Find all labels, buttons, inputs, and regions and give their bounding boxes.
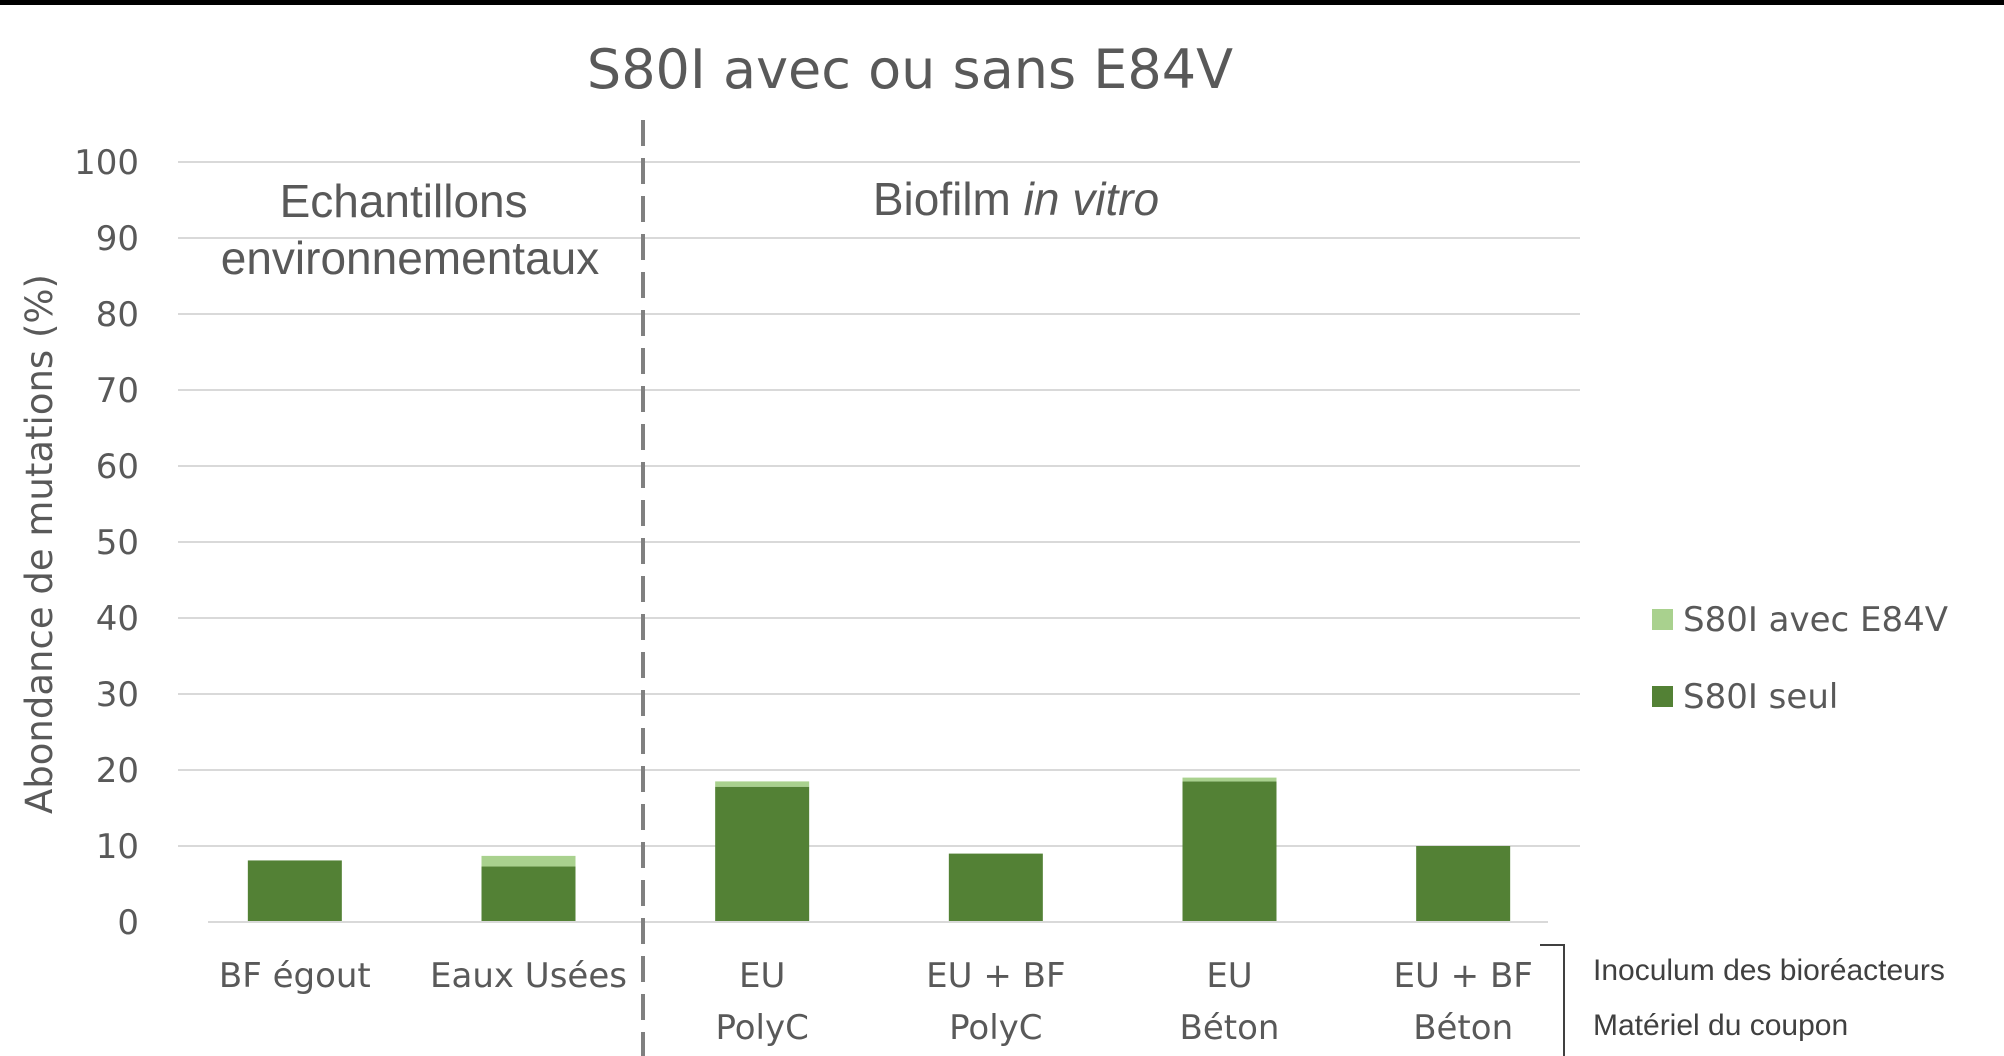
bar-segment — [1416, 846, 1511, 922]
x-tick-label: EU + BF — [926, 956, 1065, 996]
bar-segment — [247, 860, 342, 922]
x-tick-label: PolyC — [949, 1008, 1042, 1048]
group-label-italic: in vitro — [1024, 173, 1159, 225]
bar-segment — [715, 786, 810, 922]
group-label-biofilm: Biofilm in vitro — [873, 173, 1159, 225]
bar-segment — [715, 781, 810, 787]
group-label-text: Biofilm — [873, 173, 1024, 225]
bar-segment — [481, 855, 576, 867]
legend-swatch — [1652, 686, 1673, 707]
y-tick-label: 40 — [96, 599, 139, 639]
y-tick-label: 80 — [96, 295, 139, 335]
y-tick-label: 50 — [96, 523, 139, 563]
x-tick-label: PolyC — [715, 1008, 808, 1048]
x-tick-label: EU — [739, 956, 785, 996]
y-tick-label: 0 — [117, 903, 139, 943]
x-tick-label: Béton — [1413, 1008, 1513, 1048]
x-tick-label: Béton — [1180, 1008, 1280, 1048]
legend-label: S80I avec E84V — [1683, 600, 1948, 640]
y-tick-label: 100 — [74, 143, 139, 183]
x-tick-label: EU + BF — [1393, 956, 1532, 996]
chart-title: S80I avec ou sans E84V — [587, 38, 1233, 101]
bar-segment — [948, 853, 1043, 922]
bar-segment — [481, 866, 576, 922]
y-tick-label: 30 — [96, 675, 139, 715]
top-border — [0, 0, 2004, 5]
y-tick-label: 90 — [96, 219, 139, 259]
x-tick-label: Eaux Usées — [430, 956, 627, 996]
bar-segment — [1182, 777, 1277, 782]
legend-label: S80I seul — [1683, 677, 1838, 717]
x-tick-label: BF égout — [219, 956, 371, 996]
x-tick-labels: BF égout Eaux Usées EU PolyC EU + BF PolyC EU B… — [219, 956, 1533, 1048]
y-tick-label: 20 — [96, 751, 139, 791]
y-axis-label: Abondance de mutations (%) — [18, 274, 61, 814]
group-label-environmental: Echantillons environnementaux — [221, 175, 599, 284]
group-label-line: Echantillons — [280, 175, 528, 227]
legend: S80I avec E84V S80I seul — [1652, 600, 1948, 717]
y-tick-label: 10 — [96, 827, 139, 867]
x-tick-label: EU — [1206, 956, 1252, 996]
y-tick-labels: 0 10 20 30 40 50 60 70 80 90 100 — [74, 143, 139, 943]
y-tick-label: 70 — [96, 371, 139, 411]
bar-segment — [1182, 781, 1277, 922]
row-label-material: Matériel du coupon — [1593, 1009, 1848, 1042]
gridlines — [178, 161, 1580, 847]
y-tick-label: 60 — [96, 447, 139, 487]
row-label-bracket — [1540, 944, 1565, 1056]
bars — [247, 777, 1511, 922]
group-label-line: environnementaux — [221, 232, 599, 284]
row-label-inoculum: Inoculum des bioréacteurs — [1593, 954, 1945, 987]
legend-swatch — [1652, 609, 1673, 630]
